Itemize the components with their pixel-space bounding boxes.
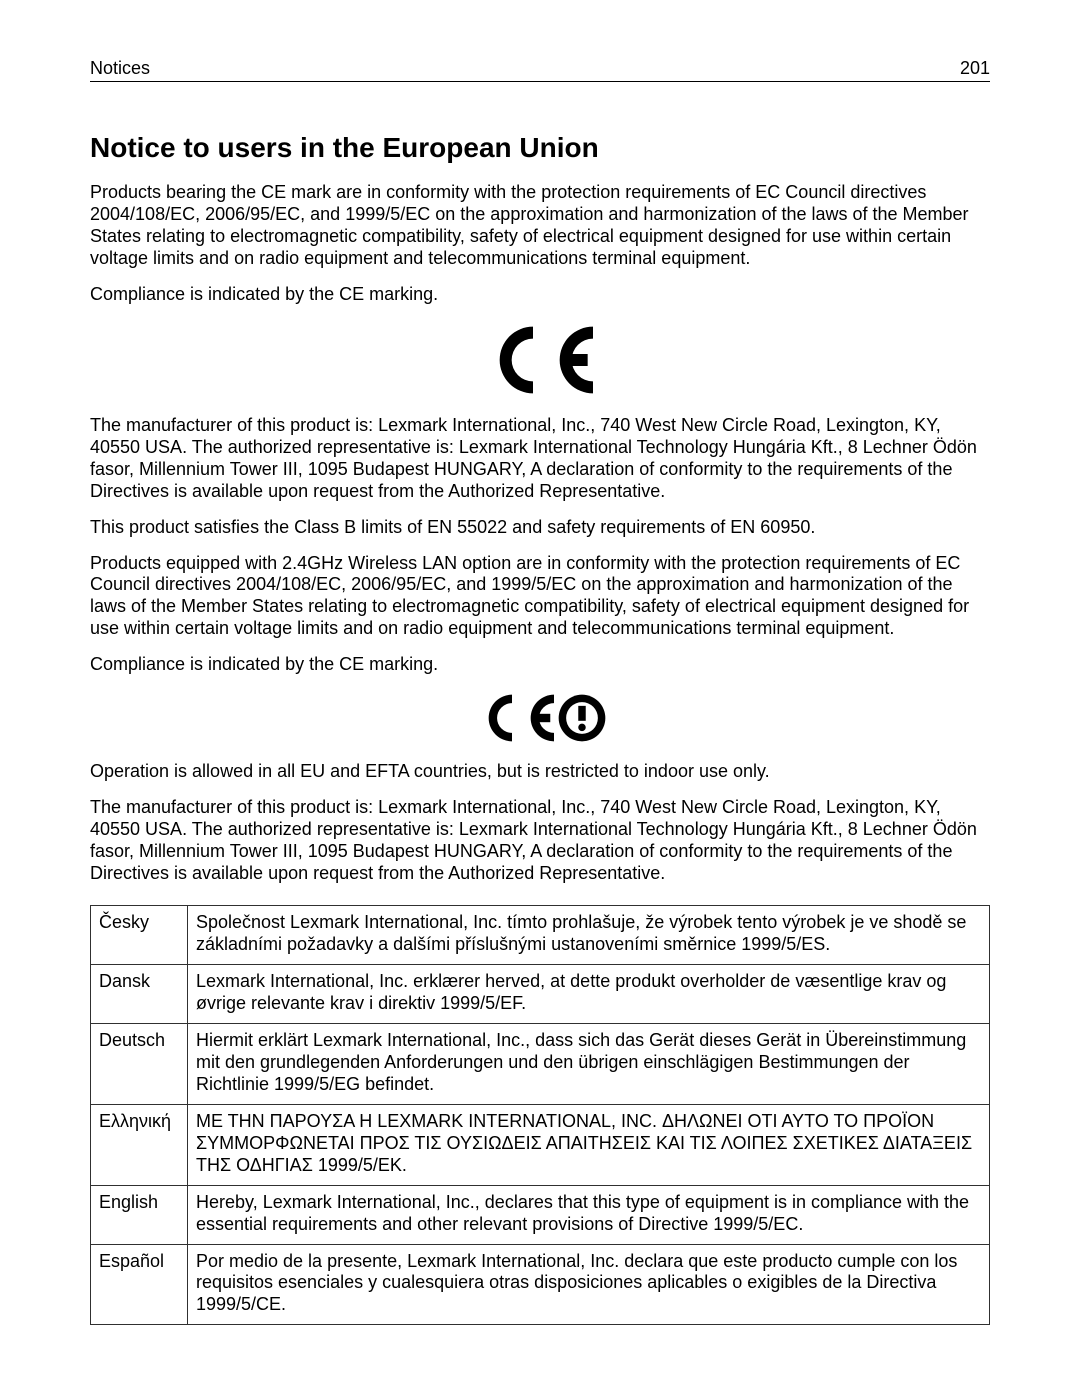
table-cell-declaration: ΜΕ ΤΗΝ ΠΑΡΟΥΣΑ Η LEXMARK INTERNATIONAL, … <box>188 1104 990 1185</box>
table-cell-declaration: Společnost Lexmark International, Inc. t… <box>188 906 990 965</box>
paragraph: Compliance is indicated by the CE markin… <box>90 654 990 676</box>
paragraph: Compliance is indicated by the CE markin… <box>90 284 990 306</box>
table-cell-language: Deutsch <box>91 1023 188 1104</box>
page-title: Notice to users in the European Union <box>90 132 990 164</box>
table-cell-language: Ελληνική <box>91 1104 188 1185</box>
page-header: Notices 201 <box>90 58 990 82</box>
table-row: EspañolPor medio de la presente, Lexmark… <box>91 1244 990 1325</box>
ce-alert-mark-logo <box>90 690 990 751</box>
paragraph: Products equipped with 2.4GHz Wireless L… <box>90 553 990 641</box>
document-page: Notices 201 Notice to users in the Europ… <box>0 0 1080 1397</box>
table-cell-language: Español <box>91 1244 188 1325</box>
header-page-number: 201 <box>960 58 990 79</box>
table-cell-declaration: Por medio de la presente, Lexmark Intern… <box>188 1244 990 1325</box>
paragraph: Products bearing the CE mark are in conf… <box>90 182 990 270</box>
table-cell-declaration: Hiermit erklärt Lexmark International, I… <box>188 1023 990 1104</box>
table-cell-language: English <box>91 1185 188 1244</box>
paragraph: Operation is allowed in all EU and EFTA … <box>90 761 990 783</box>
ce-mark-logo <box>90 320 990 405</box>
table-row: EnglishHereby, Lexmark International, In… <box>91 1185 990 1244</box>
declarations-table: ČeskySpolečnost Lexmark International, I… <box>90 905 990 1325</box>
paragraph: The manufacturer of this product is: Lex… <box>90 797 990 885</box>
table-row: DanskLexmark International, Inc. erklære… <box>91 964 990 1023</box>
table-row: DeutschHiermit erklärt Lexmark Internati… <box>91 1023 990 1104</box>
table-row: ČeskySpolečnost Lexmark International, I… <box>91 906 990 965</box>
table-cell-declaration: Lexmark International, Inc. erklærer her… <box>188 964 990 1023</box>
table-cell-language: Česky <box>91 906 188 965</box>
table-row: ΕλληνικήΜΕ ΤΗΝ ΠΑΡΟΥΣΑ Η LEXMARK INTERNA… <box>91 1104 990 1185</box>
header-section: Notices <box>90 58 150 79</box>
paragraph: This product satisfies the Class B limit… <box>90 517 990 539</box>
table-cell-language: Dansk <box>91 964 188 1023</box>
paragraph: The manufacturer of this product is: Lex… <box>90 415 990 503</box>
table-cell-declaration: Hereby, Lexmark International, Inc., dec… <box>188 1185 990 1244</box>
